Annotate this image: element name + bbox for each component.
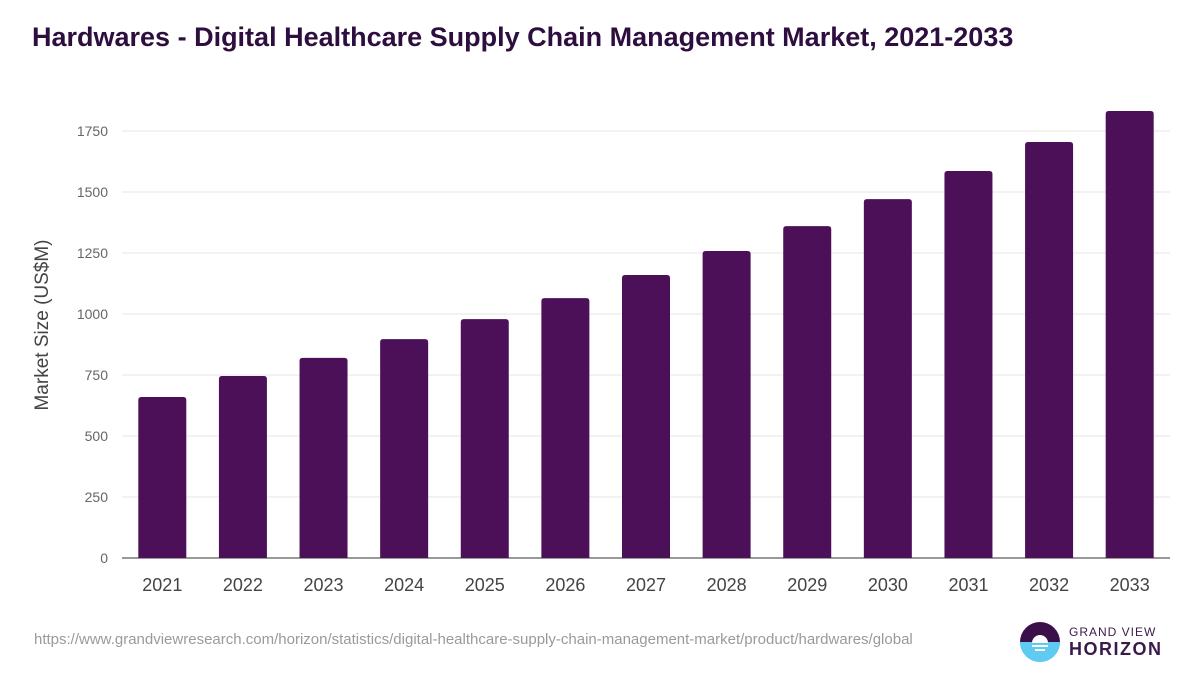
x-tick-label: 2029 bbox=[787, 575, 827, 595]
bar-2033 bbox=[1105, 110, 1154, 558]
bar-2025 bbox=[460, 319, 509, 558]
x-tick-label: 2028 bbox=[707, 575, 747, 595]
y-tick-label: 250 bbox=[85, 489, 109, 505]
logo-line1: GRAND VIEW bbox=[1069, 624, 1157, 639]
y-axis-label: Market Size (US$M) bbox=[32, 239, 53, 410]
x-tick-label: 2023 bbox=[304, 575, 344, 595]
source-url[interactable]: https://www.grandviewresearch.com/horizo… bbox=[34, 631, 913, 648]
x-tick-label: 2026 bbox=[545, 575, 585, 595]
bar-chart: 0 250 500 750 1000 1250 1500 1750 2021 2022 2023 2… bbox=[32, 110, 1170, 595]
bar-2027 bbox=[622, 274, 670, 558]
x-tick-label: 2025 bbox=[465, 575, 505, 595]
x-tick-label: 2032 bbox=[1029, 575, 1069, 595]
y-tick-label: 1000 bbox=[77, 306, 108, 322]
x-tick-label: 2021 bbox=[142, 575, 182, 595]
y-tick-label: 1750 bbox=[77, 123, 108, 139]
x-tick-label: 2022 bbox=[223, 575, 263, 595]
bar-2032 bbox=[1025, 141, 1074, 559]
y-tick-label: 1250 bbox=[77, 245, 108, 261]
bar-2028 bbox=[702, 251, 751, 558]
x-tick-label: 2031 bbox=[948, 575, 988, 595]
y-tick-label: 0 bbox=[100, 550, 108, 566]
y-tick-label: 500 bbox=[85, 428, 109, 444]
bar-2026 bbox=[541, 298, 590, 558]
y-tick-label: 1500 bbox=[77, 184, 108, 200]
x-tick-label: 2033 bbox=[1110, 575, 1150, 595]
x-tick-label: 2030 bbox=[868, 575, 908, 595]
bar-2031 bbox=[944, 171, 993, 559]
horizon-logo-icon bbox=[1020, 622, 1060, 662]
logo-line2: HORIZON bbox=[1069, 638, 1163, 659]
bar-2021 bbox=[138, 396, 187, 558]
bar-2024 bbox=[380, 339, 429, 558]
chart-title: Hardwares - Digital Healthcare Supply Ch… bbox=[32, 22, 1014, 52]
bar-2023 bbox=[299, 357, 348, 558]
x-tick-label: 2024 bbox=[384, 575, 424, 595]
bar-2022 bbox=[218, 375, 267, 558]
grand-view-horizon-logo: GRAND VIEW HORIZON bbox=[1020, 622, 1163, 662]
bar-2030 bbox=[863, 199, 912, 559]
y-tick-label: 750 bbox=[85, 367, 109, 383]
bar-2029 bbox=[783, 226, 832, 558]
x-tick-label: 2027 bbox=[626, 575, 666, 595]
